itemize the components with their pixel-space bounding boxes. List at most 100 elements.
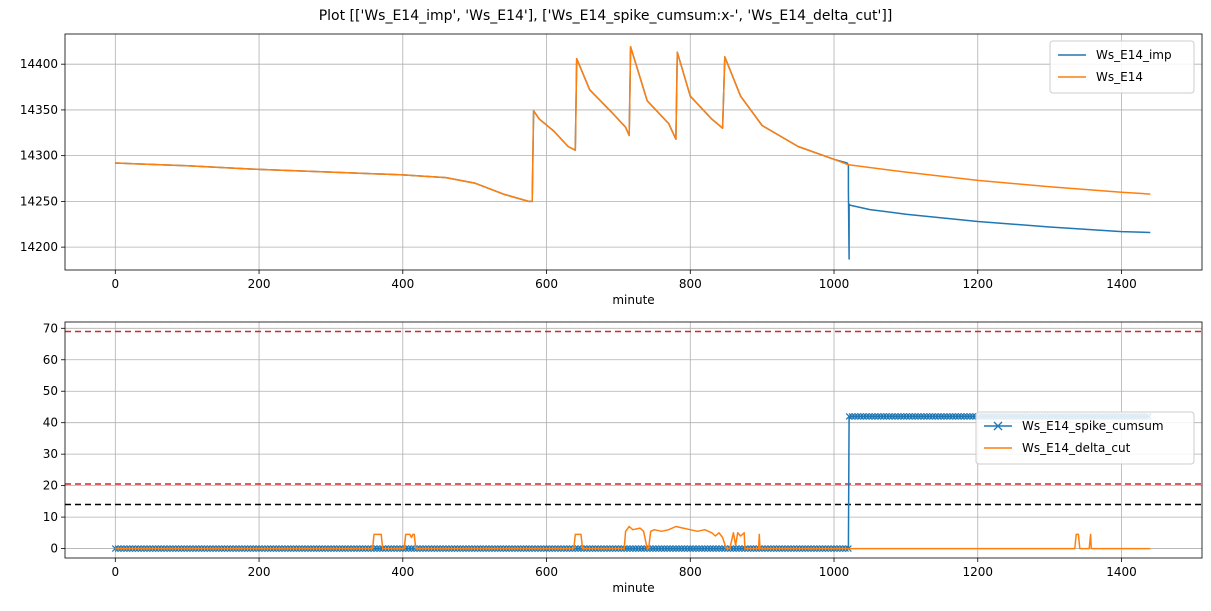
panel2-series-ws-e14-spike-cumsum-marker: [675, 545, 683, 552]
panel2-legend-label-ws-e14-spike-cumsum: Ws_E14_spike_cumsum: [1022, 419, 1164, 433]
panel2-series-ws-e14-spike-cumsum-marker: [637, 545, 645, 552]
panel2-series-ws-e14-spike-cumsum-marker: [845, 412, 853, 420]
panel2-series-ws-e14-spike-cumsum-marker: [969, 412, 977, 420]
panel2-series-ws-e14-spike-cumsum-marker: [954, 412, 962, 420]
panel2-series-ws-e14-spike-cumsum-marker: [877, 412, 885, 420]
panel1-ytick-label: 14200: [20, 240, 58, 254]
panel2-series-ws-e14-spike-cumsum-marker: [880, 412, 888, 420]
panel2-series-ws-e14-spike-cumsum-marker: [937, 412, 945, 420]
panel2-series-ws-e14-spike-cumsum-marker: [946, 412, 954, 420]
panel1-ytick-label: 14300: [20, 149, 58, 163]
panel2-ytick-label: 70: [43, 321, 58, 335]
panel2-series-ws-e14-spike-cumsum-marker: [897, 412, 905, 420]
panel2-series-ws-e14-spike-cumsum-marker: [865, 412, 873, 420]
panel2-series-ws-e14-spike-cumsum-marker: [370, 545, 378, 552]
panel2-series-ws-e14-spike-cumsum-marker: [660, 545, 668, 552]
panel2-series-ws-e14-spike-cumsum-marker: [701, 545, 709, 552]
panel2-series-ws-e14-spike-cumsum-marker: [888, 412, 896, 420]
panel1-xtick-label: 1200: [962, 277, 993, 291]
panel2-series-ws-e14-spike-cumsum-marker: [681, 545, 688, 552]
panel1-xtick-label: 0: [111, 277, 119, 291]
panel2-ytick-label: 0: [50, 542, 58, 556]
panel1-ytick-label: 14350: [20, 103, 58, 117]
panel1-legend: Ws_E14_imp Ws_E14: [1049, 40, 1195, 94]
panel2-series-ws-e14-spike-cumsum-marker: [960, 412, 968, 420]
panel2-series-ws-e14-spike-cumsum-marker: [732, 545, 740, 552]
panel2-series-ws-e14-delta-cut: [115, 525, 1151, 550]
panel2-series-ws-e14-spike-cumsum-marker: [848, 412, 856, 420]
panel1-xtick-label: 800: [679, 277, 702, 291]
panel2-series-ws-e14-spike-cumsum-marker: [860, 412, 867, 420]
panel2-xtick-label: 200: [248, 565, 271, 579]
panel2-series-ws-e14-spike-cumsum-marker: [929, 412, 936, 420]
panel2-series-ws-e14-spike-cumsum-marker: [926, 412, 934, 420]
panel2-series-ws-e14-spike-cumsum-marker: [871, 412, 879, 420]
panel1-ytick-label: 14400: [20, 57, 58, 71]
panel2-series-ws-e14-spike-cumsum-marker: [652, 545, 660, 552]
panel2-series-ws-e14-spike-cumsum-marker: [663, 545, 671, 552]
panel2-series-ws-e14-spike-cumsum-marker: [931, 412, 939, 420]
panel2-xtick-label: 1000: [819, 565, 850, 579]
panel2-series-ws-e14-spike-cumsum-marker: [373, 545, 381, 552]
panel1-xtick-label: 1400: [1106, 277, 1137, 291]
panel2-series-ws-e14-spike-cumsum-marker: [903, 412, 911, 420]
panel2-series-ws-e14-spike-cumsum-marker: [718, 545, 726, 552]
panel2-series-ws-e14-spike-cumsum-marker: [658, 545, 665, 552]
panel1-legend-box: [1049, 40, 1195, 94]
panel2-series-ws-e14-spike-cumsum-marker: [692, 545, 700, 552]
panel2-series-ws-e14-spike-cumsum-marker: [894, 412, 902, 420]
panel2-ytick-label: 40: [43, 416, 58, 430]
panel2-series-ws-e14-spike-cumsum-marker: [410, 545, 418, 552]
panel1-xlabel: minute: [612, 293, 654, 307]
panel2-series-ws-e14-spike-cumsum-marker: [851, 412, 859, 420]
panel1-plot-area: [115, 46, 1151, 260]
panel2-axes: 0 200 400 600 800 1000 1200 1400 0 10 20 30 40 50 60 70…: [43, 321, 1203, 595]
panel2-series-ws-e14-spike-cumsum-marker: [934, 412, 942, 420]
panel1-xtick-label: 600: [535, 277, 558, 291]
panel2-series-ws-e14-spike-cumsum-marker: [574, 545, 582, 552]
panel2-legend-label-ws-e14-delta-cut: Ws_E14_delta_cut: [1022, 441, 1131, 455]
panel2-series-ws-e14-spike-cumsum-marker: [920, 412, 928, 420]
panel2-series-ws-e14-spike-cumsum-marker: [672, 545, 680, 552]
panel2-series-ws-e14-spike-cumsum-marker: [704, 545, 711, 552]
panel1-legend-label-ws-e14: Ws_E14: [1096, 70, 1143, 84]
panel2-series-ws-e14-spike-cumsum-marker: [655, 545, 663, 552]
panel2-series-ws-e14-spike-cumsum-marker: [405, 545, 412, 552]
panel1-xtick-label: 1000: [819, 277, 850, 291]
panel2-series-ws-e14-spike-cumsum-marker: [966, 412, 974, 420]
panel1-xtick-label: 400: [391, 277, 414, 291]
panel2-series-ws-e14-spike-cumsum-marker: [695, 545, 703, 552]
panel1-ytick-label: 14250: [20, 194, 58, 208]
panel2-legend-box: [975, 411, 1195, 465]
panel1-legend-label-ws-e14-imp: Ws_E14_imp: [1096, 48, 1172, 62]
panel2-xtick-label: 600: [535, 565, 558, 579]
panel2-series-ws-e14-spike-cumsum-marker: [940, 412, 948, 420]
panel2-xlabel: minute: [612, 581, 654, 595]
panel2-series-ws-e14-spike-cumsum-marker: [900, 412, 908, 420]
panel2-xtick-label: 800: [679, 565, 702, 579]
panel2-series-ws-e14-spike-cumsum-marker: [874, 412, 882, 420]
panel2-series-ws-e14-spike-cumsum-marker: [635, 545, 642, 552]
panel2-xtick-label: 1400: [1106, 565, 1137, 579]
panel2-xtick-label: 0: [111, 565, 119, 579]
panel2-series-ws-e14-spike-cumsum-marker: [917, 412, 925, 420]
panel2-series-ws-e14-spike-cumsum-marker: [629, 545, 637, 552]
panel2-series-ws-e14-spike-cumsum-marker: [407, 545, 415, 552]
panel2-series-ws-e14-spike-cumsum-marker: [683, 545, 691, 552]
panel2-series-ws-e14-spike-cumsum-marker: [689, 545, 697, 552]
panel2-series-ws-e14-spike-cumsum-marker: [632, 545, 640, 552]
panel2-legend: Ws_E14_spike_cumsum Ws_E14_delta_cut: [975, 411, 1195, 465]
panel2-series-ws-e14-spike-cumsum-marker: [698, 545, 706, 552]
panel2-series-ws-e14-spike-cumsum-marker: [908, 412, 916, 420]
panel2-ytick-label: 20: [43, 479, 58, 493]
panel2-xtick-label: 1200: [962, 565, 993, 579]
panel2-series-ws-e14-spike-cumsum-marker: [709, 545, 717, 552]
panel2-series-ws-e14-spike-cumsum-marker: [891, 412, 899, 420]
panel2-series-ws-e14-spike-cumsum-marker: [857, 412, 865, 420]
panel2-series-ws-e14-spike-cumsum-marker: [706, 545, 714, 552]
panel1-xtick-label: 200: [248, 277, 271, 291]
panel2-series-ws-e14-spike-cumsum-marker: [952, 412, 959, 420]
panel2-series-ws-e14-spike-cumsum-marker: [666, 545, 674, 552]
panel2-series-ws-e14-spike-cumsum-marker: [669, 545, 677, 552]
